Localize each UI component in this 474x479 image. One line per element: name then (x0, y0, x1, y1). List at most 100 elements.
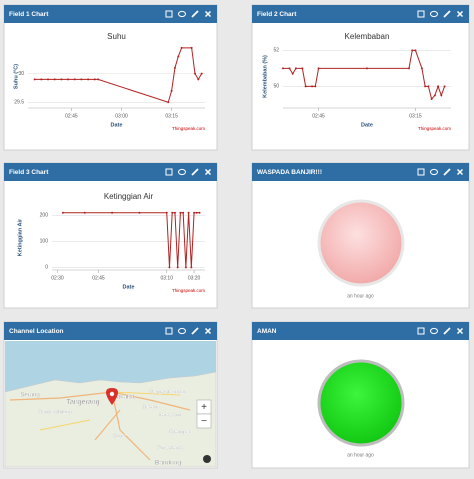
data-point (184, 266, 187, 269)
chart-title: Suhu (107, 32, 126, 41)
external-icon[interactable] (165, 10, 173, 18)
map-label: Jakarta (113, 394, 135, 401)
map-label: Karawang (159, 412, 182, 418)
data-point (179, 211, 182, 214)
data-point (138, 211, 141, 214)
data-point (33, 78, 36, 81)
external-icon[interactable] (165, 168, 173, 176)
external-icon[interactable] (417, 168, 425, 176)
close-icon[interactable] (204, 327, 212, 335)
close-icon[interactable] (456, 168, 464, 176)
data-point (193, 211, 196, 214)
data-point (433, 94, 436, 97)
zoom-in-label: + (201, 402, 207, 413)
zoom-out-button[interactable] (196, 413, 212, 429)
edit-icon[interactable] (443, 10, 451, 18)
x-axis-label: Date (123, 284, 135, 290)
panel-header (252, 322, 469, 340)
map-label: Tangerang (66, 399, 99, 406)
data-point (304, 85, 307, 88)
data-point (288, 67, 291, 70)
data-point (198, 211, 201, 214)
data-point (173, 211, 176, 214)
close-icon[interactable] (456, 327, 464, 335)
data-point (165, 211, 168, 214)
data-point (411, 49, 414, 52)
panel-header (4, 163, 217, 181)
comment-icon[interactable] (178, 168, 186, 176)
y-tick-label: 52 (273, 48, 279, 54)
data-point (430, 98, 433, 100)
external-icon[interactable] (417, 327, 425, 335)
status-lamp (317, 199, 405, 287)
y-axis-label: Suhu (°C) (13, 64, 19, 89)
edit-icon[interactable] (191, 327, 199, 335)
data-point (408, 67, 410, 70)
data-point (177, 55, 180, 58)
close-icon[interactable] (456, 10, 464, 18)
x-tick-label: 03:10 (160, 275, 173, 281)
chart-credit: Thingspeak.com (172, 288, 205, 293)
map-info-icon[interactable] (203, 455, 211, 463)
data-point (171, 211, 174, 214)
x-tick-label: 02:45 (312, 113, 325, 119)
data-point (167, 101, 170, 104)
data-point (180, 46, 183, 49)
panel-title: AMAN (257, 328, 277, 335)
data-point (197, 78, 200, 81)
data-point (195, 211, 198, 214)
panel (3, 162, 218, 309)
map-pin-dot (109, 391, 115, 397)
data-point (427, 85, 430, 88)
close-icon[interactable] (204, 168, 212, 176)
comment-icon[interactable] (178, 10, 186, 18)
map-label: Bekasi (142, 404, 157, 410)
x-tick-label: 03:15 (165, 113, 178, 119)
panel-title: Field 2 Chart (257, 11, 297, 18)
data-point (282, 67, 284, 70)
data-point (80, 78, 83, 81)
map-label: Purwakarta (157, 445, 183, 451)
edit-icon[interactable] (191, 168, 199, 176)
data-point (40, 78, 43, 81)
data-point (420, 67, 423, 70)
data-point (314, 85, 317, 88)
map-label: Bogor (113, 433, 127, 439)
edit-icon[interactable] (443, 327, 451, 335)
data-point (173, 66, 176, 69)
data-point (97, 78, 100, 81)
x-tick-label: 03:00 (115, 113, 128, 119)
data-point (60, 78, 63, 81)
comment-icon[interactable] (430, 168, 438, 176)
data-point (200, 72, 203, 75)
external-icon[interactable] (165, 327, 173, 335)
x-axis-label: Date (361, 122, 373, 128)
data-point (190, 266, 193, 269)
x-axis-label: Date (111, 122, 123, 128)
y-tick-label: 30 (18, 71, 24, 77)
comment-icon[interactable] (178, 327, 186, 335)
panel-header (4, 322, 217, 340)
data-point (93, 78, 96, 81)
data-point (301, 67, 304, 70)
comment-icon[interactable] (430, 327, 438, 335)
panel-header (252, 163, 469, 181)
y-tick-label: 29.5 (14, 100, 24, 106)
edit-icon[interactable] (443, 168, 451, 176)
data-point (67, 78, 70, 81)
external-icon[interactable] (417, 10, 425, 18)
map-label: Serang (20, 393, 39, 399)
close-icon[interactable] (204, 10, 212, 18)
data-point (87, 78, 90, 81)
data-point (440, 94, 443, 97)
map-label: Rangkasbitung (38, 409, 72, 415)
map-content: Serang Tangerang Jakarta Bekasi Rengasdengkl… (5, 341, 216, 467)
x-tick-label: 02:45 (92, 275, 105, 281)
data-point (443, 85, 446, 88)
y-axis-label: Kelembaban (%) (262, 55, 268, 98)
comment-icon[interactable] (430, 10, 438, 18)
x-tick-label: 02:45 (65, 113, 78, 119)
edit-icon[interactable] (191, 10, 199, 18)
chart-credit: Thingspeak.com (418, 126, 451, 131)
